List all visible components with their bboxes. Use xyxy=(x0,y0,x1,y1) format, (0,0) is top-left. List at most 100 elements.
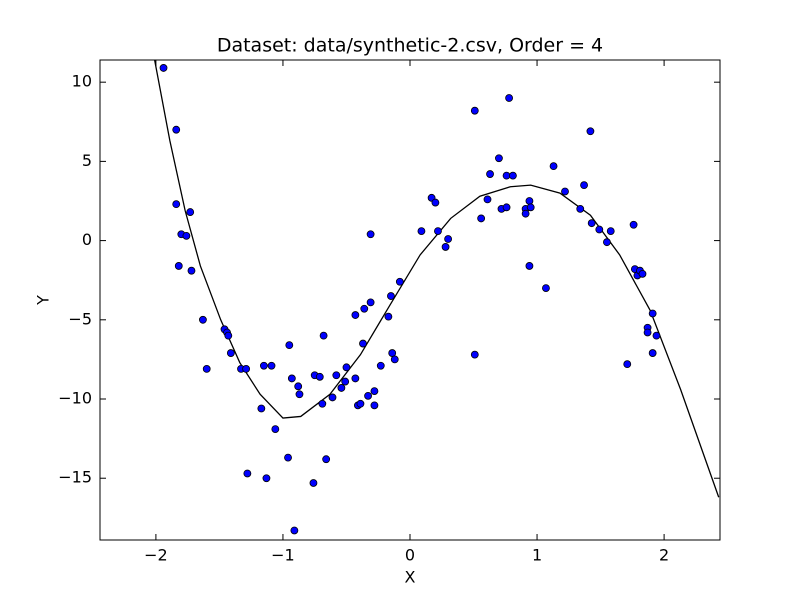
data-point xyxy=(502,171,511,180)
data-point xyxy=(318,399,327,408)
data-point xyxy=(603,238,611,247)
data-point xyxy=(643,328,652,337)
data-point xyxy=(284,453,292,462)
data-point xyxy=(257,404,266,413)
data-point xyxy=(390,355,399,364)
data-point xyxy=(319,331,328,340)
data-point xyxy=(351,311,360,319)
data-point xyxy=(262,474,271,483)
data-point xyxy=(417,227,426,235)
data-point xyxy=(315,372,324,381)
data-point xyxy=(586,127,595,136)
data-point xyxy=(623,360,632,369)
data-point xyxy=(199,315,207,324)
data-point xyxy=(525,262,534,270)
data-point xyxy=(384,312,393,321)
x-tick-label: −1 xyxy=(271,546,295,565)
data-point xyxy=(483,195,492,204)
data-point xyxy=(341,377,350,386)
data-point xyxy=(434,227,442,235)
data-point xyxy=(267,361,276,370)
data-point xyxy=(182,231,191,240)
data-point xyxy=(337,384,346,392)
data-point xyxy=(477,214,486,223)
data-point xyxy=(576,205,585,213)
data-point xyxy=(294,382,303,391)
data-point xyxy=(285,341,294,350)
data-point xyxy=(505,94,513,102)
data-point xyxy=(509,171,517,180)
data-point xyxy=(172,200,181,209)
x-tick-label: 2 xyxy=(659,546,669,565)
data-point xyxy=(370,387,379,395)
data-point xyxy=(366,298,375,307)
data-point xyxy=(364,391,372,400)
data-point xyxy=(470,106,479,115)
data-point xyxy=(242,365,251,373)
data-point xyxy=(444,235,453,243)
data-point xyxy=(259,361,268,370)
y-tick-label: 5 xyxy=(82,151,92,170)
data-point xyxy=(359,339,367,348)
data-point xyxy=(521,209,530,218)
y-tick-label: 10 xyxy=(72,72,92,91)
data-point xyxy=(187,266,196,275)
data-point xyxy=(526,203,535,212)
data-point xyxy=(606,227,615,235)
data-point xyxy=(502,203,511,212)
data-point xyxy=(376,361,385,370)
data-point xyxy=(561,187,569,196)
plot-area xyxy=(153,60,720,535)
data-point xyxy=(290,526,299,535)
data-point xyxy=(309,479,318,487)
data-point xyxy=(441,243,450,251)
data-point xyxy=(629,220,638,229)
data-point xyxy=(470,350,479,359)
x-tick-label: 1 xyxy=(532,546,542,565)
data-point xyxy=(360,304,369,313)
data-point xyxy=(287,374,296,383)
data-point xyxy=(174,262,183,270)
data-point xyxy=(595,225,604,234)
data-point xyxy=(370,401,379,410)
data-point xyxy=(652,331,661,340)
data-point xyxy=(356,399,365,408)
data-point xyxy=(587,219,596,228)
data-point xyxy=(395,277,404,286)
data-point xyxy=(243,469,252,478)
y-tick-label: 0 xyxy=(82,230,92,249)
data-point xyxy=(202,365,211,373)
y-tick-label: −10 xyxy=(58,389,92,408)
data-point xyxy=(172,125,181,134)
data-point xyxy=(226,349,235,357)
data-point xyxy=(351,374,360,383)
data-point xyxy=(431,198,440,207)
data-point xyxy=(648,309,657,318)
data-point xyxy=(224,331,233,340)
chart-title: Dataset: data/synthetic-2.csv, Order = 4 xyxy=(217,35,603,57)
y-axis-label: Y xyxy=(34,295,53,306)
x-tick-label: −2 xyxy=(144,546,168,565)
x-tick-label: 0 xyxy=(405,546,415,565)
data-point xyxy=(387,292,395,300)
data-point xyxy=(328,393,337,402)
data-point xyxy=(580,181,588,190)
data-point xyxy=(186,208,195,216)
y-tick-label: −15 xyxy=(58,468,92,487)
x-axis-label: X xyxy=(405,568,416,587)
data-point xyxy=(366,230,375,239)
data-point xyxy=(525,197,534,205)
data-point xyxy=(638,269,647,278)
data-point xyxy=(322,455,331,464)
data-point xyxy=(271,425,280,434)
y-tick-label: −5 xyxy=(68,309,92,328)
data-point xyxy=(648,349,657,357)
data-point xyxy=(486,170,494,178)
data-point xyxy=(159,64,168,72)
data-point xyxy=(295,390,304,399)
data-point xyxy=(342,363,351,372)
data-point xyxy=(549,162,558,171)
